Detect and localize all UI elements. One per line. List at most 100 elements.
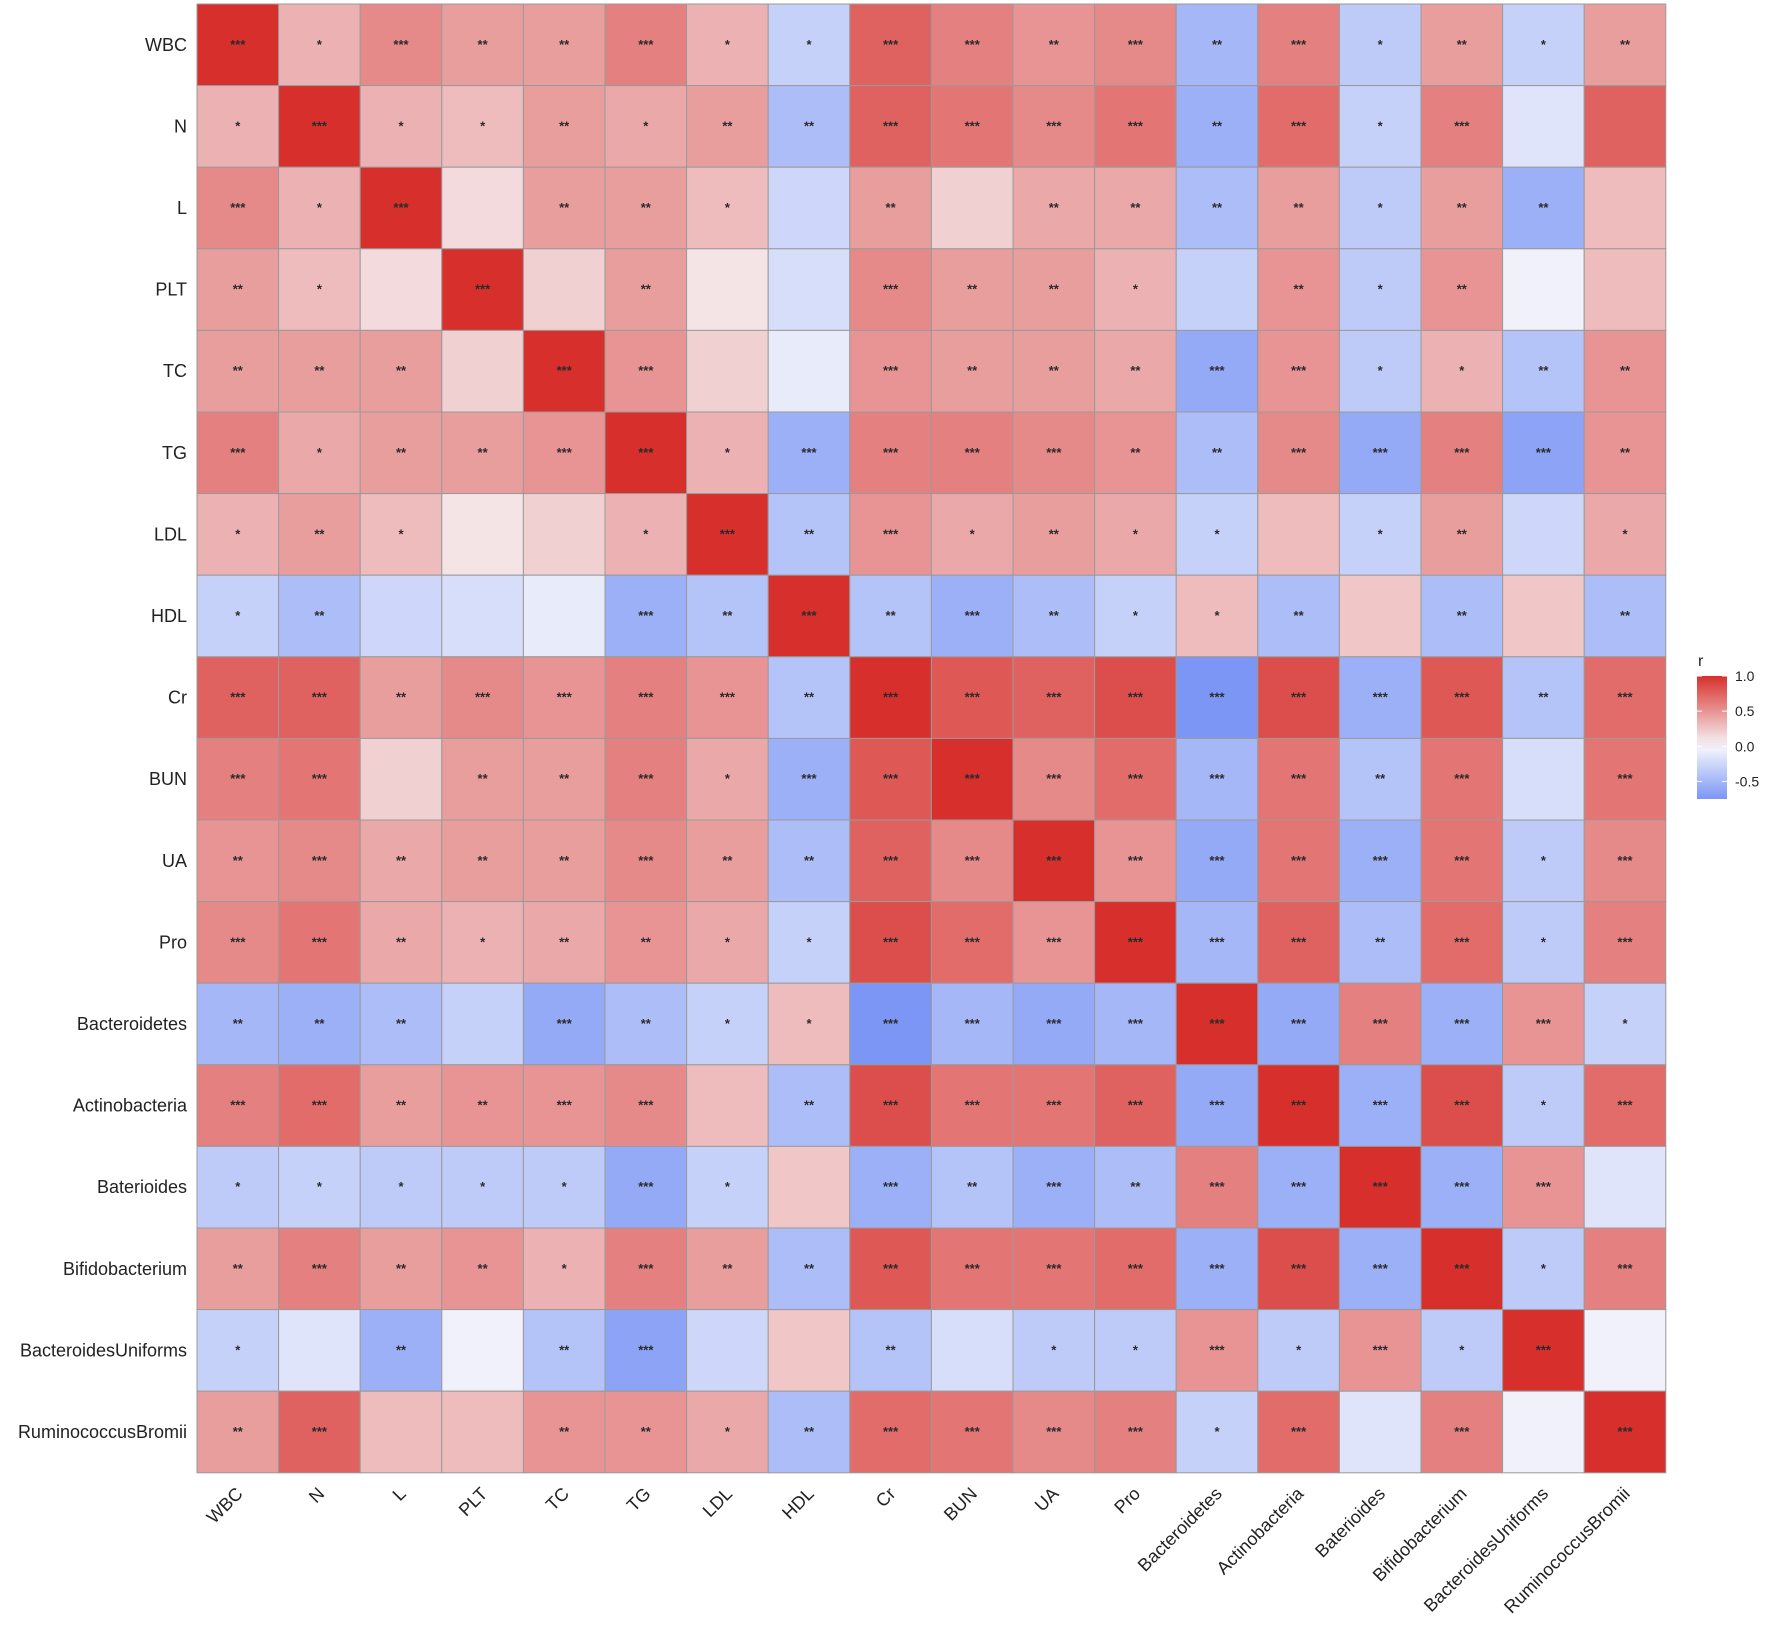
significance-marker: *** [801,445,817,460]
heatmap-cell-Cr-LDL [686,656,769,739]
heatmap-cell-Actinobacteria-Cr [849,1064,932,1147]
significance-marker: *** [1454,1424,1470,1439]
heatmap-cell-HDL-Cr [849,574,932,658]
legend-tick-label: -0.5 [1735,773,1759,789]
significance-marker: *** [883,118,899,133]
heatmap-cell-Cr-Cr [849,656,932,739]
heatmap-cell-Cr-Baterioides [1338,656,1422,739]
significance-marker: *** [965,771,981,786]
heatmap-cell-TG-WBC [196,411,280,495]
significance-marker: *** [1454,853,1470,868]
heatmap-cell-BUN-BUN [930,737,1014,821]
heatmap-cell-RuminococcusBromii-RuminococcusBromii [1583,1390,1667,1474]
significance-marker: *** [1454,771,1470,786]
heatmap-cell-TC-BUN [930,329,1014,413]
heatmap-cell-N-Bacteroidetes [1175,85,1259,168]
significance-marker: *** [1373,1016,1389,1031]
significance-marker: *** [1291,853,1307,868]
significance-marker: *** [965,118,981,133]
significance-marker: ** [641,1016,652,1031]
heatmap-cell-PLT-UA [1012,248,1096,331]
heatmap-cell-TG-PLT [441,411,524,495]
heatmap-cell-PLT-L [359,248,443,331]
significance-marker: ** [1212,445,1223,460]
row-label: BacteroidesUniforms [20,1340,187,1360]
significance-marker: ** [722,853,733,868]
heatmap-cell-HDL-BacteroidesUniforms [1502,574,1585,658]
row-labels: WBC N L PLT TC TG LDL HDL Cr BUN UA Pro Bacteroidete… [18,35,188,1442]
heatmap-cell-LDL-TC [522,493,606,576]
heatmap-cell-TG-L [359,411,443,495]
significance-marker: *** [883,363,899,378]
significance-marker: ** [1212,37,1223,52]
significance-marker: ** [396,363,407,378]
significance-marker: *** [1128,1098,1144,1113]
significance-marker: *** [1373,1179,1389,1194]
significance-marker: *** [230,200,246,215]
heatmap-cell-Cr-N [278,656,361,739]
heatmap-cell-L-L [359,166,443,250]
significance-marker: *** [638,445,654,460]
significance-marker: *** [312,1098,328,1113]
heatmap-cell-BUN-Bacteroidetes [1175,737,1259,821]
significance-marker: *** [1209,1098,1225,1113]
heatmap-cell-TG-Bacteroidetes [1175,411,1259,495]
significance-marker: ** [1049,37,1060,52]
significance-marker: * [643,526,649,541]
heatmap-cell-WBC-Actinobacteria [1257,3,1340,87]
heatmap-cell-BacteroidesUniforms-Pro [1094,1309,1177,1392]
significance-marker: * [235,608,241,623]
heatmap-cell-N-WBC [196,85,280,168]
significance-marker: *** [1291,1424,1307,1439]
significance-marker: ** [478,853,489,868]
heatmap-cell-BUN-Pro [1094,737,1177,821]
heatmap-cell-N-Cr [849,85,932,168]
heatmap-cell-HDL-N [278,574,361,658]
significance-marker: *** [312,853,328,868]
significance-marker: *** [1373,853,1389,868]
heatmap-cell-Actinobacteria-BacteroidesUniforms [1502,1064,1585,1147]
heatmap-cell-HDL-BUN [930,574,1014,658]
significance-marker: *** [230,37,246,52]
significance-marker: *** [1128,37,1144,52]
heatmap-cell-BacteroidesUniforms-N [278,1309,361,1392]
row-label: HDL [151,606,187,626]
heatmap-cell-Baterioides-BUN [930,1145,1014,1229]
heatmap-cell-HDL-Bacteroidetes [1175,574,1259,658]
heatmap-cell-TG-RuminococcusBromii [1583,411,1667,495]
significance-marker: *** [230,771,246,786]
significance-marker: ** [1457,200,1468,215]
heatmap-cell-Baterioides-PLT [441,1145,524,1229]
significance-marker: *** [1046,1098,1062,1113]
significance-marker: * [806,37,812,52]
significance-marker: *** [1209,853,1225,868]
significance-marker: *** [965,1016,981,1031]
heatmap-cell-Cr-PLT [441,656,524,739]
heatmap-cell-PLT-LDL [686,248,769,331]
significance-marker: *** [1046,690,1062,705]
heatmap-cell-Baterioides-HDL [767,1145,851,1229]
significance-marker: ** [1049,282,1060,297]
significance-marker: *** [1454,118,1470,133]
heatmap-cell-Bifidobacterium-Bacteroidetes [1175,1227,1259,1311]
heatmap-cell-Bacteroidetes-RuminococcusBromii [1583,982,1667,1066]
heatmap-cell-BUN-BacteroidesUniforms [1502,737,1585,821]
heatmap-cell-Bacteroidetes-TC [522,982,606,1066]
heatmap-cell-PLT-PLT [441,248,524,331]
significance-marker: ** [1130,363,1141,378]
heatmap-cell-Actinobacteria-N [278,1064,361,1147]
significance-marker: *** [475,282,491,297]
heatmap-cell-L-RuminococcusBromii [1583,166,1667,250]
heatmap-cell-Actinobacteria-UA [1012,1064,1096,1147]
significance-marker: * [235,1342,241,1357]
heatmap-cell-N-TC [522,85,606,168]
significance-marker: * [480,1179,486,1194]
heatmap-cell-PLT-TC [522,248,606,331]
significance-marker: *** [312,1424,328,1439]
heatmap-cell-Actinobacteria-PLT [441,1064,524,1147]
significance-marker: * [1133,526,1139,541]
heatmap-cell-TC-UA [1012,329,1096,413]
heatmap-cell-BUN-UA [1012,737,1096,821]
significance-marker: *** [230,445,246,460]
significance-marker: *** [638,1098,654,1113]
